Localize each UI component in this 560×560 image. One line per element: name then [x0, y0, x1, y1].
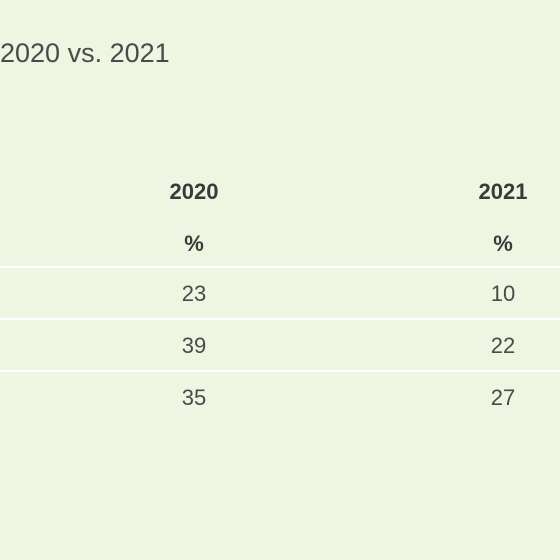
- table-cell: 22: [490, 333, 516, 358]
- header-divider: [0, 266, 560, 268]
- row-divider: [0, 318, 560, 320]
- column-unit-2021: %: [493, 231, 513, 256]
- column-header-2020: 2020: [169, 179, 219, 204]
- column-unit-2020: %: [184, 231, 204, 256]
- table-cell: 10: [490, 281, 516, 306]
- table-cell: 27: [490, 385, 516, 410]
- table-cell: 39: [181, 333, 207, 358]
- table-cell: 35: [181, 385, 207, 410]
- row-divider: [0, 370, 560, 372]
- table-cell: 23: [181, 281, 207, 306]
- column-header-2021: 2021: [478, 179, 528, 204]
- table-subtitle: 2020 vs. 2021: [0, 38, 170, 68]
